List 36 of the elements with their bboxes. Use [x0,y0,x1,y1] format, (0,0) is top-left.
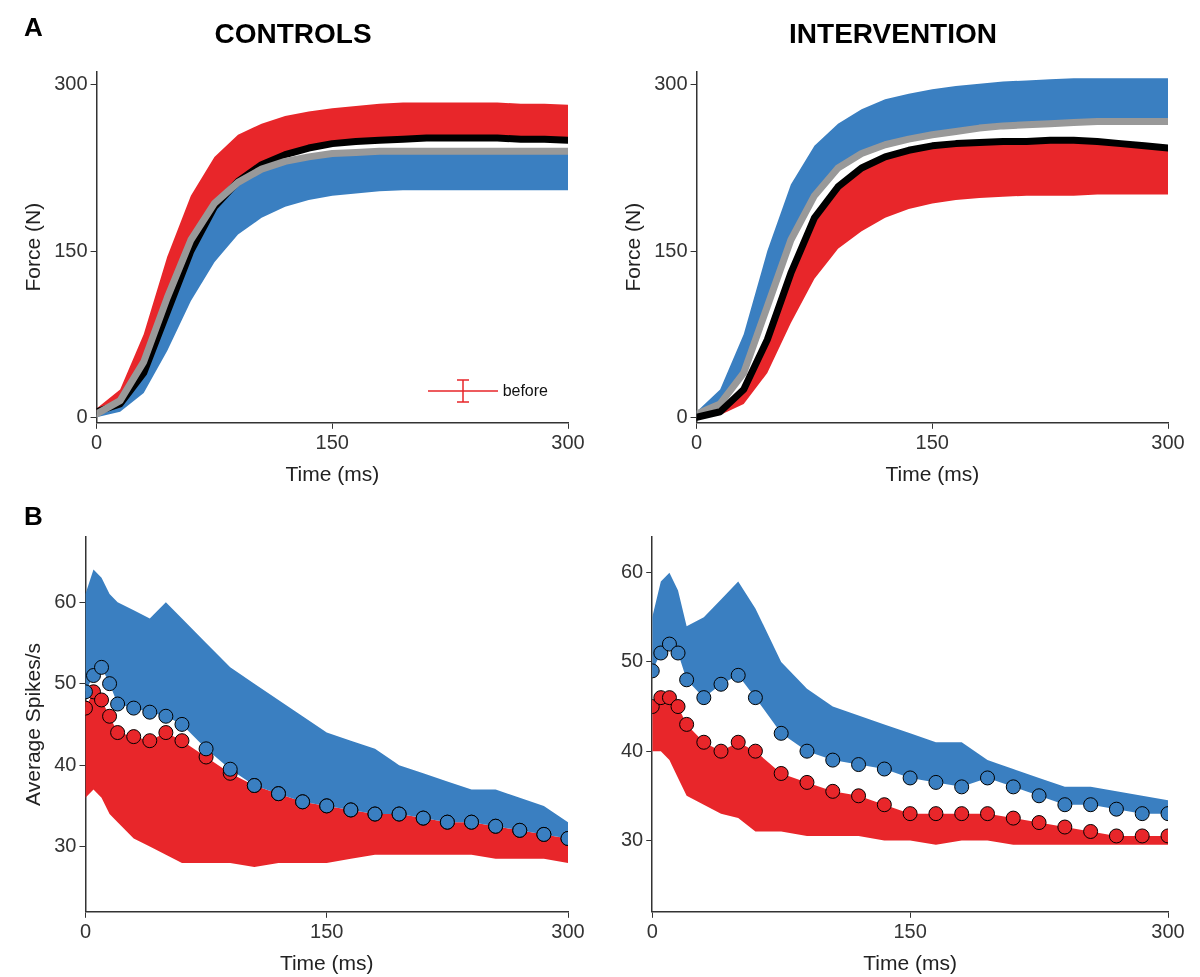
y-axis-title: Force (N) [621,202,645,292]
chart-title: CONTROLS [214,17,372,49]
y-tick-label: 150 [654,238,688,261]
chart-title: INTERVENTION [789,17,997,49]
y-tick-label: 30 [621,827,644,850]
x-axis-title: Time (ms) [279,951,374,975]
x-tick-label: 300 [1151,431,1185,454]
y-tick-label: 300 [654,72,688,95]
text: A [24,12,43,43]
y-tick-label: 60 [621,560,644,583]
x-tick-label: 0 [691,431,703,454]
y-tick-label: 50 [54,671,77,694]
y-axis-title: Force (N) [21,202,45,292]
x-axis-title: Time (ms) [863,951,957,975]
legend-label: before [502,381,548,400]
y-tick-label: 50 [621,649,644,672]
x-tick-label: 300 [1151,920,1185,943]
y-axis-title: Average Spikes/s [21,642,45,806]
x-tick-label: 150 [310,920,344,943]
x-axis-title: Time (ms) [285,462,380,486]
y-tick-label: 30 [54,834,77,857]
y-tick-label: 0 [76,404,88,427]
x-tick-label: 0 [91,431,103,454]
y-tick-label: 150 [54,238,88,261]
x-tick-label: 150 [915,431,949,454]
x-tick-label: 300 [551,920,585,943]
x-tick-label: 150 [315,431,349,454]
text: B [24,501,43,532]
x-tick-label: 150 [893,920,927,943]
x-tick-label: 300 [551,431,585,454]
y-tick-label: 40 [621,738,644,761]
x-axis-title: Time (ms) [885,462,980,486]
y-tick-label: 60 [54,589,77,612]
y-tick-label: 300 [54,72,88,95]
y-tick-label: 0 [676,404,688,427]
y-tick-label: 40 [54,752,77,775]
